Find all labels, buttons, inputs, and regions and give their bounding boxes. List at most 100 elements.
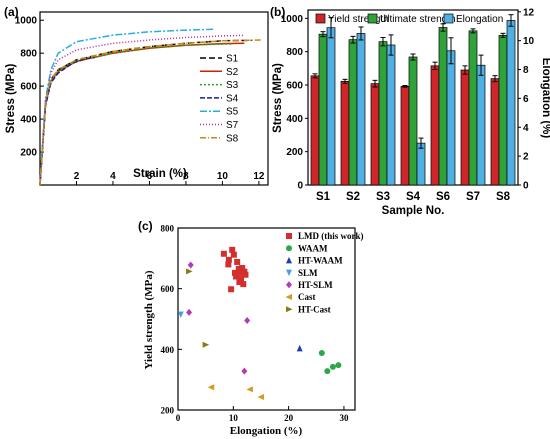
panel-b-bar-yield-strength — [430, 65, 440, 186]
panel-b-category-label: S3 — [376, 191, 390, 203]
panel-b-category-label: S7 — [466, 191, 480, 203]
panel-a-frame — [39, 11, 269, 186]
panel-b-bar-ultimate-strength — [378, 41, 388, 186]
panel-c-xtick-label: 0 — [176, 413, 181, 423]
panel-c-point-waam — [329, 363, 336, 370]
panel-a-legend-label: S2 — [226, 67, 239, 78]
panel-c-point-lmd-this-work — [225, 256, 232, 263]
panel-a-curve-s5 — [39, 28, 214, 186]
panel-c-legend-marker — [285, 294, 292, 300]
panel-c-legend-label: WAAM — [298, 243, 328, 253]
panel-b-bar-yield-strength — [370, 83, 380, 186]
panel-c-point-lmd-this-work — [236, 278, 243, 285]
panel-c-xtick-label: 30 — [339, 413, 349, 423]
panel-b-bar-yield-strength — [310, 75, 320, 186]
panel-a-ytick-label: 600 — [20, 82, 37, 93]
panel-c-point-ht-slm — [187, 261, 194, 269]
panel-b-legend-swatch — [443, 13, 454, 24]
panel-c-xlabel: Elongation (%) — [230, 425, 303, 437]
panel-c-point-ht-cast — [202, 341, 210, 348]
panel-b-legend-label: Yield strength — [328, 14, 389, 25]
panel-c-point-lmd-this-work — [241, 268, 248, 275]
panel-c-point-lmd-this-work — [229, 246, 236, 253]
panel-c-point-lmd-this-work — [233, 273, 240, 280]
panel-b-bar-ultimate-strength — [438, 27, 448, 186]
panel-b-label: (b) — [270, 5, 285, 19]
panel-a-xtick-label: 8 — [183, 171, 189, 182]
panel-c-legend-label: HT-WAAM — [298, 256, 343, 266]
panel-c-xtick-label: 10 — [229, 413, 239, 423]
panel-c-point-ht-slm — [244, 317, 251, 325]
panel-c-point-lmd-this-work — [235, 265, 242, 272]
panel-a-label: (a) — [4, 5, 19, 19]
panel-c-point-lmd-this-work — [220, 250, 227, 257]
panel-c-ytick-label: 600 — [161, 284, 175, 294]
panel-b-bar-yield-strength — [490, 78, 500, 186]
panel-a-xtick-label: 4 — [110, 171, 116, 182]
panel-b-y2tick-label: 2 — [523, 152, 529, 163]
panel-c-point-waam — [335, 362, 342, 369]
panel-b-bar-elongation — [356, 33, 366, 186]
panel-b-y2tick-label: 12 — [523, 7, 535, 18]
panel-b-legend-swatch — [315, 13, 326, 24]
panel-b-ytick-label: 400 — [286, 114, 303, 125]
panel-c-point-lmd-this-work — [240, 281, 247, 288]
panel-b-category-label: S8 — [496, 191, 511, 203]
panel-b-category-label: S6 — [436, 191, 450, 203]
panel-c-ytick-label: 200 — [161, 406, 175, 416]
panel-b-bar-elongation — [476, 64, 486, 186]
panel-a-legend-label: S8 — [226, 133, 239, 144]
panel-c-xtick-label: 20 — [284, 413, 294, 423]
panel-c-point-cast — [246, 386, 253, 393]
panel-a-ytick-label: 800 — [20, 49, 37, 60]
panel-b-y2tick-label: 0 — [523, 181, 529, 192]
panel-b-ytick-label: 0 — [297, 181, 303, 192]
panel-a-ytick-label: 200 — [20, 148, 37, 159]
panel-b-legend-label: Elongation — [456, 14, 503, 25]
panel-c-ytick-label: 400 — [161, 345, 175, 355]
panel-c-point-cast — [257, 393, 264, 400]
panel-c-frame — [177, 227, 356, 411]
panel-c-legend-marker — [286, 306, 293, 313]
panel-b-y2tick-label: 10 — [523, 36, 535, 47]
panel-b-xlabel: Sample No. — [382, 205, 445, 217]
panel-c-point-lmd-this-work — [239, 265, 246, 272]
panel-c-legend-marker — [286, 245, 292, 252]
panel-b-bar-elongation — [326, 27, 336, 186]
panel-a-curve-s4 — [39, 56, 95, 186]
panel-a-curve-s8 — [39, 39, 263, 186]
panel-b-category-label: S4 — [406, 191, 421, 203]
panel-c-point-lmd-this-work — [236, 269, 243, 276]
panel-a-ylabel: Stress (MPa) — [5, 64, 17, 134]
panel-c-point-ht-cast — [186, 268, 193, 275]
panel-b-ytick-label: 800 — [286, 47, 303, 58]
panel-b-bar-elongation — [416, 142, 426, 186]
panel-c-ylabel: Yield strength (MPa) — [143, 270, 155, 369]
panel-c-point-cast — [207, 384, 215, 391]
panel-b-category-label: S2 — [346, 191, 360, 203]
panel-a-legend-label: S4 — [226, 93, 239, 104]
panel-a-xtick-label: 2 — [74, 171, 80, 182]
panel-b-bar-elongation — [446, 50, 456, 186]
panel-c-legend-marker — [286, 281, 292, 289]
panel-b-y2tick-label: 4 — [523, 123, 529, 134]
panel-b-bar-ultimate-strength — [498, 34, 508, 186]
panel-c-point-lmd-this-work — [228, 286, 235, 293]
panel-b-legend-label: Ultimate strength — [380, 14, 456, 25]
panel-b-ytick-label: 200 — [286, 147, 303, 158]
panel-b-legend-swatch — [367, 13, 378, 24]
panel-b-bar-ultimate-strength — [408, 56, 418, 186]
panel-b-y2tick-label: 8 — [523, 65, 529, 76]
panel-b-bar-ultimate-strength — [318, 33, 328, 186]
panel-a-xtick-label: 6 — [147, 171, 153, 182]
panel-b-ytick-label: 1000 — [281, 14, 304, 25]
panel-c-point-ht-waam — [296, 344, 303, 352]
panel-a-legend-label: S5 — [226, 107, 239, 118]
panel-c-label: (c) — [138, 219, 153, 233]
panel-c-legend-label: HT-SLM — [298, 280, 333, 290]
panel-a-ytick-label: 1000 — [15, 16, 38, 27]
panel-a-xlabel: Strain (%) — [133, 168, 187, 180]
panel-c-legend-label: HT-Cast — [298, 304, 331, 314]
panel-c-point-lmd-this-work — [242, 271, 249, 278]
panel-a-legend-label: S1 — [226, 54, 239, 65]
